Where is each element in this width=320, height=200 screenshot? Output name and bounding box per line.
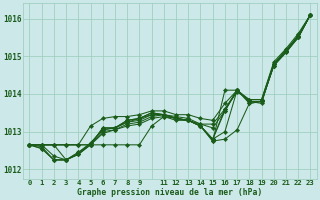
X-axis label: Graphe pression niveau de la mer (hPa): Graphe pression niveau de la mer (hPa) — [77, 188, 263, 197]
